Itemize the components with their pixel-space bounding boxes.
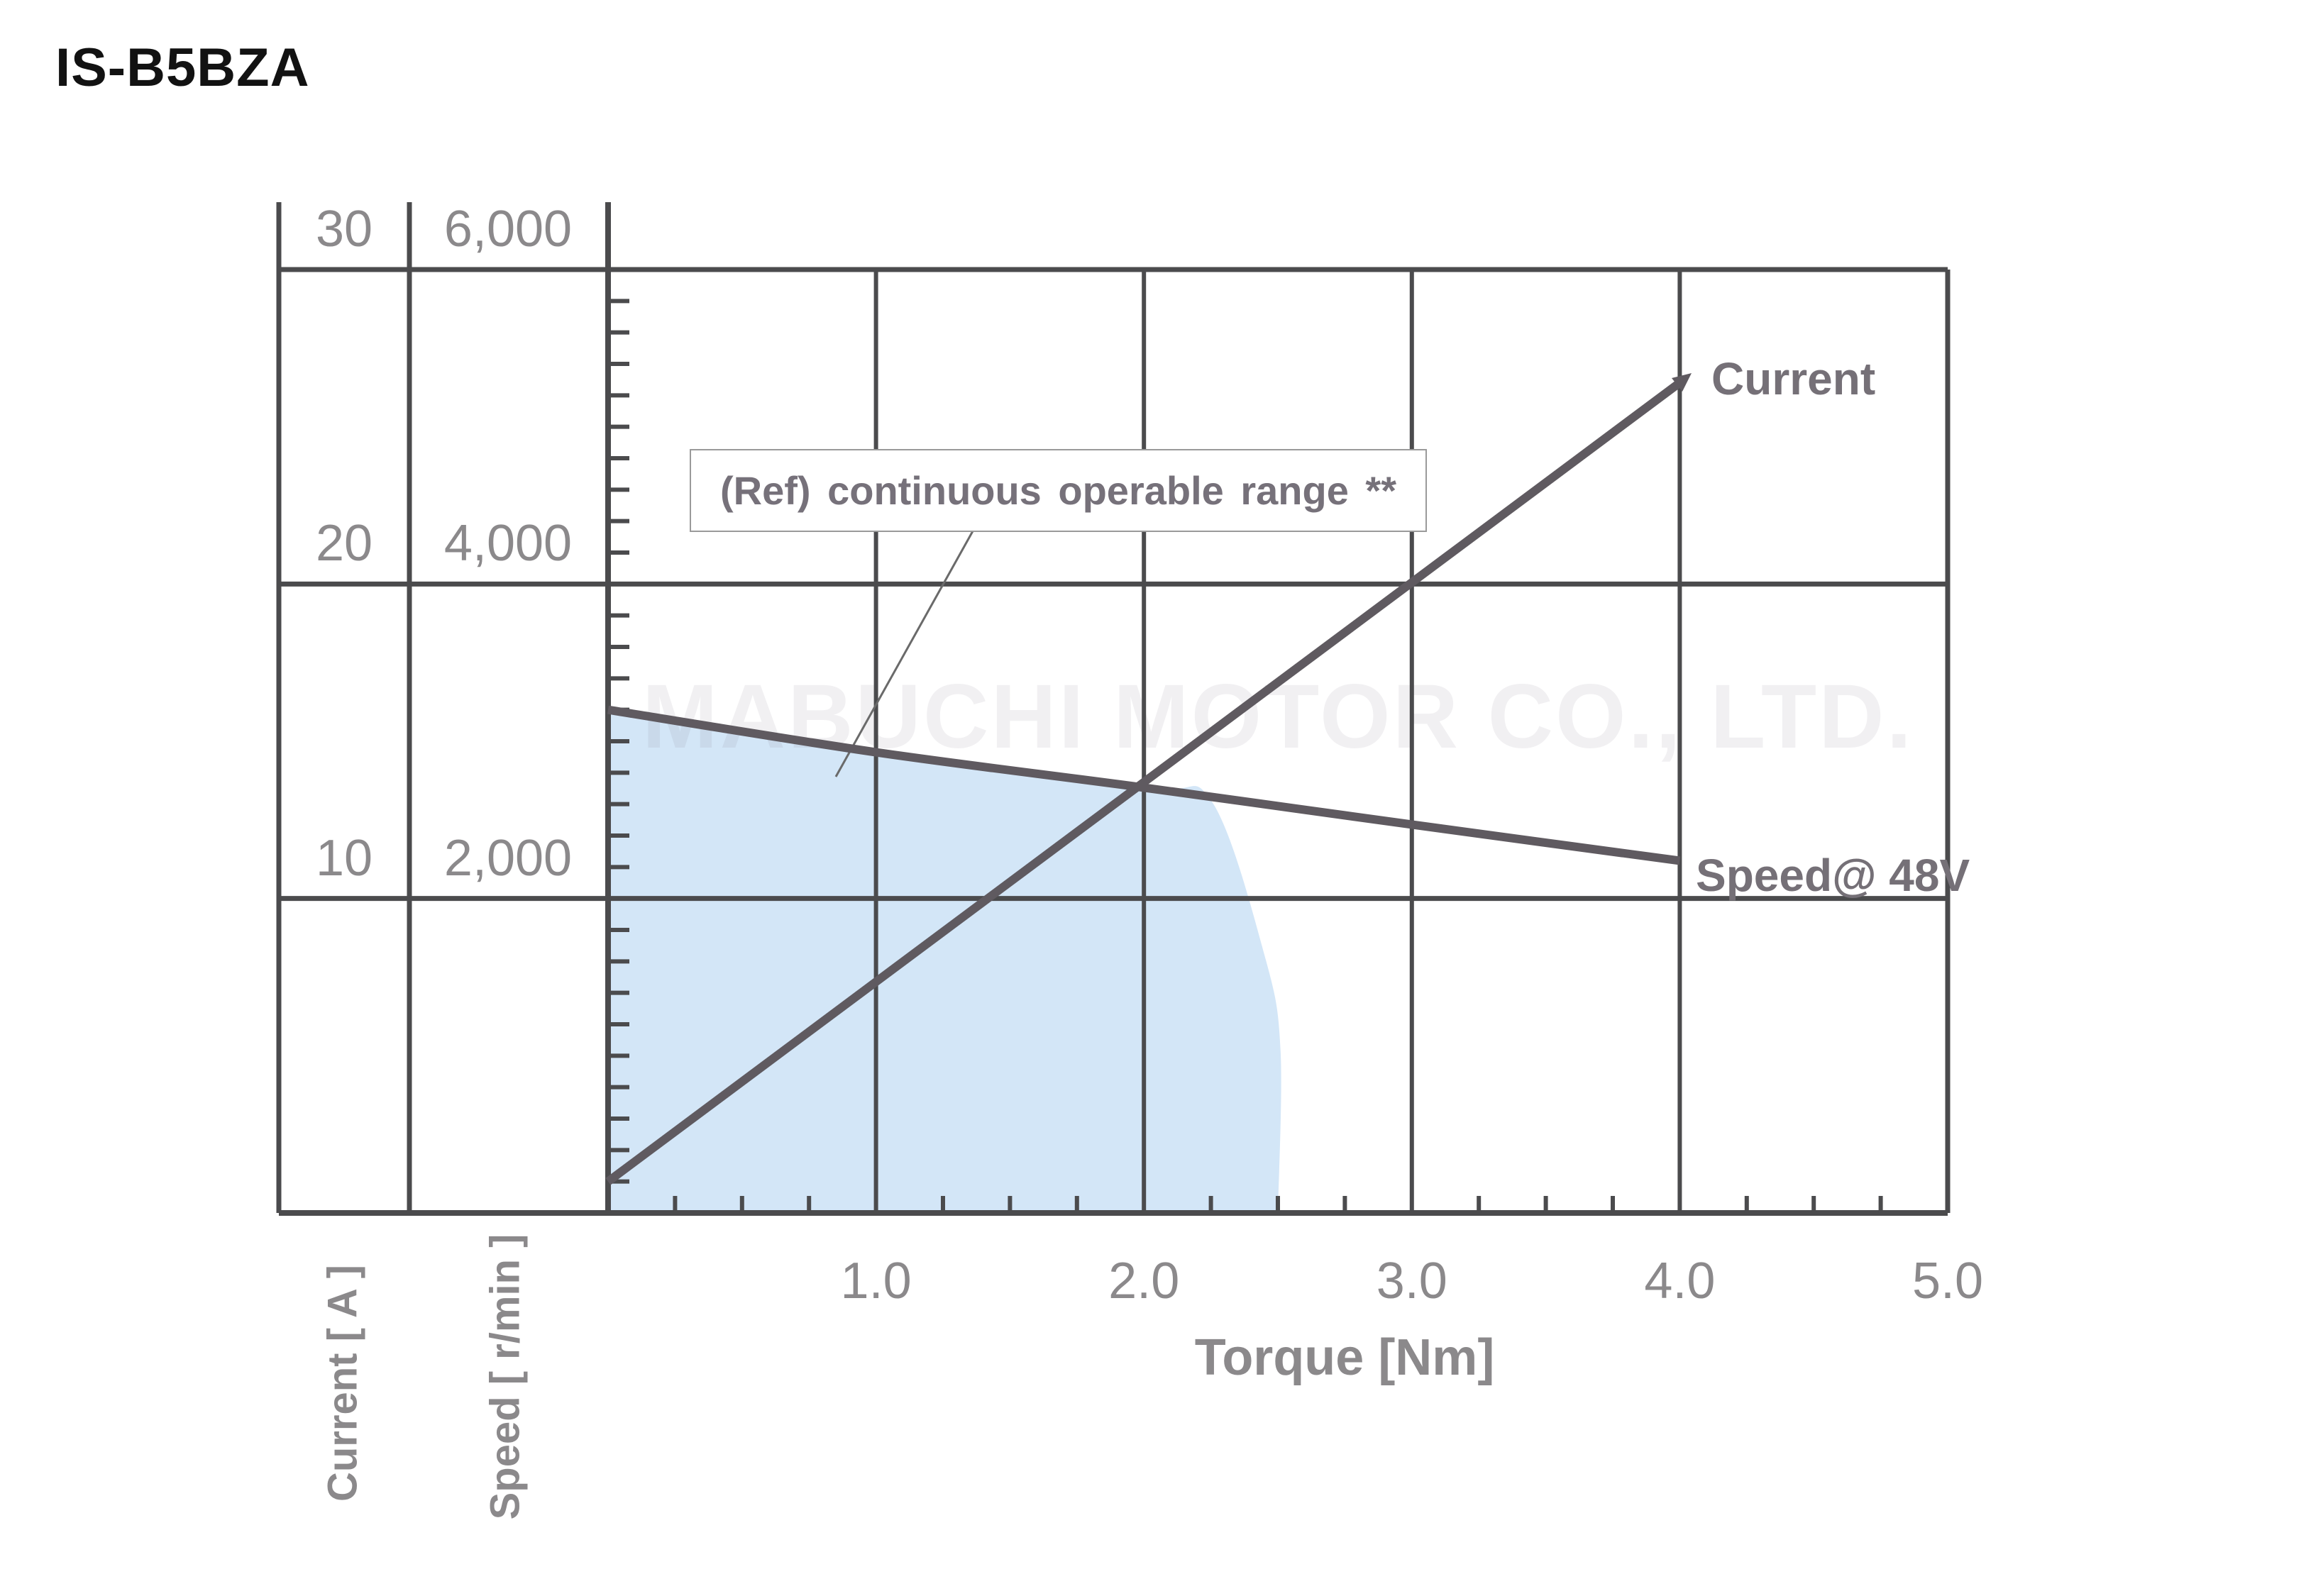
y-speed-tick-label: 6,000 (443, 201, 573, 257)
operable-region-fill (608, 709, 1281, 1213)
leader-line (834, 529, 975, 777)
x-tick-label: 5.0 (1911, 1253, 1984, 1309)
y-axis-current-title: Current [ A ] (319, 1264, 366, 1502)
y-current-tick-label: 10 (315, 829, 373, 887)
operable-range-annotation-text: (Ref) continuous operable range ** (720, 468, 1396, 513)
annotation-leader-line (834, 529, 975, 777)
operable-range-annotation: (Ref) continuous operable range ** (690, 449, 1427, 532)
current-line (605, 379, 1682, 1185)
series-lines (605, 373, 1692, 1185)
speed-line-label: Speed@ 48V (1696, 850, 1970, 901)
x-tick-label: 4.0 (1644, 1253, 1716, 1309)
x-tick-label: 1.0 (840, 1253, 912, 1309)
current-line-label: Current (1711, 353, 1876, 404)
current-line-arrowhead (1672, 373, 1692, 392)
y-current-tick-label: 20 (315, 515, 373, 572)
x-tick-label: 2.0 (1108, 1253, 1180, 1309)
y-current-tick-label: 30 (315, 201, 373, 257)
y-speed-tick-label: 4,000 (443, 515, 573, 572)
axis-minor-ticks (608, 299, 1883, 1213)
grid-lines (276, 202, 1951, 1216)
x-tick-label: 3.0 (1376, 1253, 1447, 1309)
y-speed-tick-label: 2,000 (443, 829, 573, 887)
operable-region-shape (608, 709, 1281, 1213)
x-axis-title: Torque [Nm] (1194, 1329, 1495, 1386)
speed-line (607, 705, 1681, 865)
y-axis-speed-title: Speed [ r/min ] (482, 1234, 529, 1520)
page-title: IS-B5BZA (55, 38, 310, 98)
